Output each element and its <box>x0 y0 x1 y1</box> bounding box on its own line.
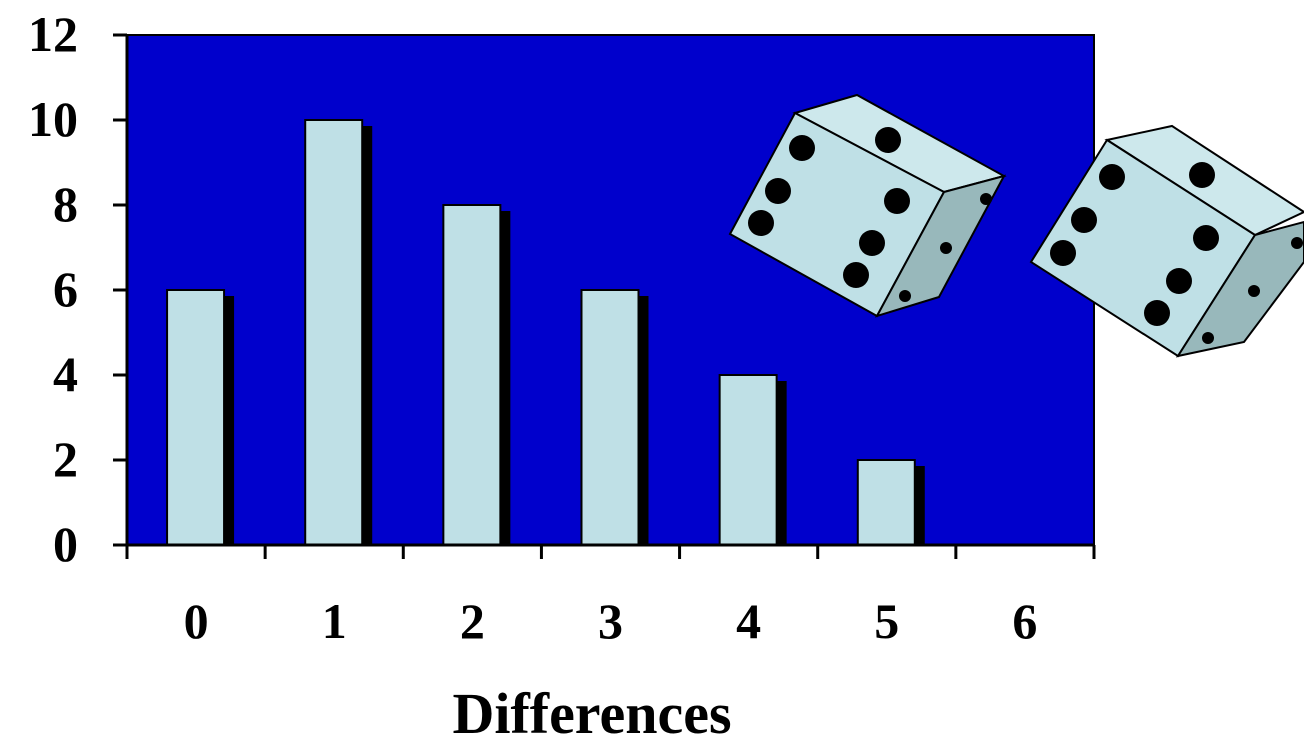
die-pip <box>884 188 910 214</box>
x-tick-label: 1 <box>322 593 347 649</box>
bar <box>856 459 916 546</box>
y-tick-label: 2 <box>53 431 78 487</box>
bar <box>442 204 502 546</box>
bar-group-5 <box>856 459 925 546</box>
die-pip <box>940 242 952 254</box>
x-tick-label: 4 <box>736 593 761 649</box>
die-pip <box>1071 207 1097 233</box>
x-tick-label: 3 <box>598 593 623 649</box>
die-pip <box>765 178 791 204</box>
die-pip <box>1193 225 1219 251</box>
die-pip <box>980 193 992 205</box>
die-pip <box>1166 268 1192 294</box>
bar <box>580 289 640 546</box>
y-tick-label: 12 <box>28 6 78 62</box>
bar <box>304 119 364 546</box>
x-tick-label: 0 <box>184 593 209 649</box>
die-pip <box>1099 164 1125 190</box>
x-tick-label: 2 <box>460 593 485 649</box>
bar-group-0 <box>166 289 235 546</box>
x-tick-label: 6 <box>1012 593 1037 649</box>
die-pip <box>1189 162 1215 188</box>
die-pip <box>1050 240 1076 266</box>
y-tick-label: 8 <box>53 176 78 232</box>
bar-group-2 <box>442 204 511 546</box>
die-pip <box>1291 237 1303 249</box>
y-tick-label: 6 <box>53 261 78 317</box>
die-pip <box>1248 285 1260 297</box>
y-tick-label: 10 <box>28 91 78 147</box>
y-tick-label: 4 <box>53 346 78 402</box>
die-pip <box>748 210 774 236</box>
y-tick-label: 0 <box>53 516 78 572</box>
x-axis-title: Differences <box>452 681 731 738</box>
die-pip <box>899 290 911 302</box>
die-pip <box>789 135 815 161</box>
die-pip <box>1144 300 1170 326</box>
bar <box>166 289 226 546</box>
die-pip <box>843 262 869 288</box>
bar-group-1 <box>304 119 373 546</box>
die-icon <box>728 93 1007 318</box>
bars-group <box>166 119 925 546</box>
die-icon <box>1029 124 1304 358</box>
dice-decoration <box>728 93 1304 358</box>
bar <box>718 374 778 546</box>
die-pip <box>1202 332 1214 344</box>
x-tick-label: 5 <box>874 593 899 649</box>
die-side-face <box>1175 220 1304 358</box>
die-pip <box>859 230 885 256</box>
die-pip <box>875 127 901 153</box>
bar-group-4 <box>718 374 787 546</box>
bar-group-3 <box>580 289 649 546</box>
